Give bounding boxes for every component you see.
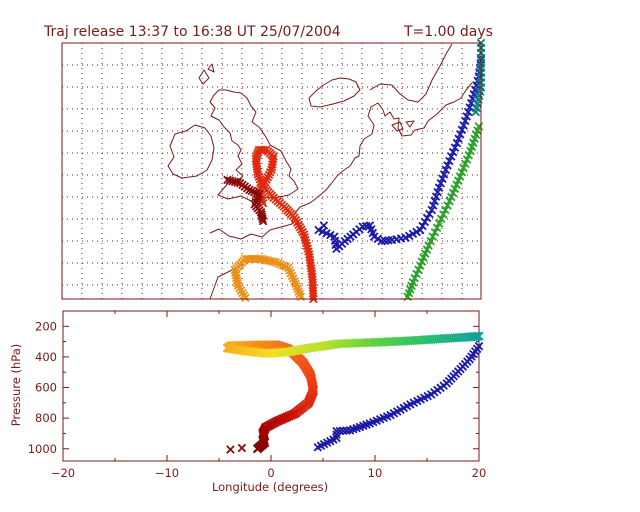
trajectory-marker-blue	[418, 221, 427, 231]
profile-marker-blue	[474, 341, 484, 351]
trajectory-marker-green	[447, 192, 456, 202]
profile-marker-darkred	[226, 445, 235, 454]
trajectory-marker-green	[455, 172, 465, 181]
trajectory-marker-blue	[401, 233, 410, 243]
trajectory-marker-green	[432, 223, 442, 233]
trajectory-marker-green	[421, 249, 430, 258]
map-trajectories	[223, 38, 486, 304]
trajectory-marker-blue	[373, 234, 383, 244]
trajectory-marker-green	[448, 188, 458, 198]
profile-marker-colored	[474, 331, 484, 341]
coastline-scottish-islands	[198, 63, 215, 85]
x-tick-label: 20	[472, 466, 487, 480]
map-frame	[61, 42, 482, 300]
trajectory-marker-blue	[369, 232, 379, 241]
trajectory-marker-green	[445, 196, 454, 206]
trajectory-marker-green	[461, 159, 470, 169]
trajectory-marker-green	[459, 163, 468, 173]
trajectory-marker-green	[424, 241, 433, 250]
y-tick-label: 400	[35, 350, 57, 364]
trajectory-marker-blue	[446, 152, 456, 161]
trajectory-marker-blue	[422, 213, 432, 223]
trajectory-marker-blue	[322, 229, 331, 238]
y-tick-label: 600	[35, 381, 57, 395]
trajectory-marker-blue	[404, 231, 414, 241]
trajectory-marker-green	[466, 146, 475, 156]
trajectory-marker-green	[439, 210, 448, 219]
trajectory-marker-blue	[318, 227, 327, 236]
trajectory-marker-green	[436, 214, 446, 224]
profile-marker-darkred	[237, 443, 247, 453]
trajectory-marker-blue	[443, 161, 452, 170]
coastline-great-britain	[209, 89, 299, 202]
trajectory-marker-green	[443, 201, 452, 210]
trajectory-marker-green	[454, 176, 463, 185]
x-axis-label: Longitude (degrees)	[212, 480, 328, 494]
x-tick-label: −10	[155, 466, 179, 480]
coastline-continent	[209, 82, 473, 240]
trajectory-marker-blue	[319, 221, 329, 230]
y-tick-label: 800	[35, 411, 57, 425]
trajectory-marker-blue	[425, 209, 434, 219]
trajectory-marker-green	[462, 155, 472, 164]
coastline-denmark-islands	[391, 120, 415, 132]
trajectory-marker-green	[408, 278, 418, 287]
trajectory-marker-green	[470, 134, 479, 143]
trajectory-marker-darkred	[258, 216, 268, 226]
trajectory-marker-green	[473, 126, 482, 135]
trajectory-marker-blue	[450, 143, 460, 152]
profile-trajectories	[222, 331, 484, 454]
trajectory-marker-green	[452, 180, 461, 190]
trajectory-marker-green	[415, 261, 425, 270]
trajectory-marker-green	[430, 227, 440, 237]
trajectory-marker-green	[467, 142, 477, 152]
trajectory-marker-blue	[420, 217, 430, 227]
pressure-profile-panel: −20 −10 0 10 20 200 400 600 800 1000	[28, 310, 487, 480]
coastline-scandinavia	[308, 43, 453, 108]
trajectory-marker-green	[414, 265, 423, 275]
trajectory-marker-green	[434, 219, 444, 228]
trajectory-marker-green	[441, 205, 450, 215]
chart-title: Traj release 13:37 to 16:38 UT 25/07/200…	[43, 24, 341, 40]
x-tick-label: 10	[368, 466, 383, 480]
y-tick-label: 200	[35, 319, 57, 333]
profile-frame	[62, 310, 480, 462]
trajectory-marker-green	[471, 130, 481, 139]
trajectory-marker-green	[422, 245, 432, 254]
trajectory-marker-blue	[412, 227, 421, 237]
trajectory-marker-green	[419, 253, 428, 262]
trajectory-marker-blue	[408, 229, 418, 239]
trajectory-marker-blue	[415, 225, 425, 235]
trajectory-marker-green	[412, 269, 421, 279]
trajectory-marker-green	[428, 232, 438, 241]
coastline-ireland	[167, 124, 215, 179]
profile-ticks: −20 −10 0 10 20 200 400 600 800 1000	[28, 311, 487, 480]
trajectory-marker-green	[410, 273, 420, 283]
profile-marker-colored	[472, 331, 482, 342]
trajectory-marker-green	[457, 168, 467, 177]
x-tick-label: 0	[267, 466, 274, 480]
trajectory-marker-green	[417, 257, 427, 266]
trajectory-marker-blue	[448, 147, 458, 157]
y-axis-label: Pressure (hPa)	[9, 344, 23, 427]
trajectory-marker-green	[464, 150, 474, 160]
trajectory-marker-green	[469, 138, 478, 148]
trajectory-marker-blue	[445, 156, 454, 166]
trajectory-marker-green	[426, 236, 435, 246]
y-tick-label: 1000	[28, 442, 57, 456]
map-panel	[61, 38, 486, 304]
chart-subtitle: T=1.00 days	[403, 24, 493, 40]
trajectory-marker-green	[450, 184, 460, 194]
x-tick-label: −20	[51, 466, 75, 480]
